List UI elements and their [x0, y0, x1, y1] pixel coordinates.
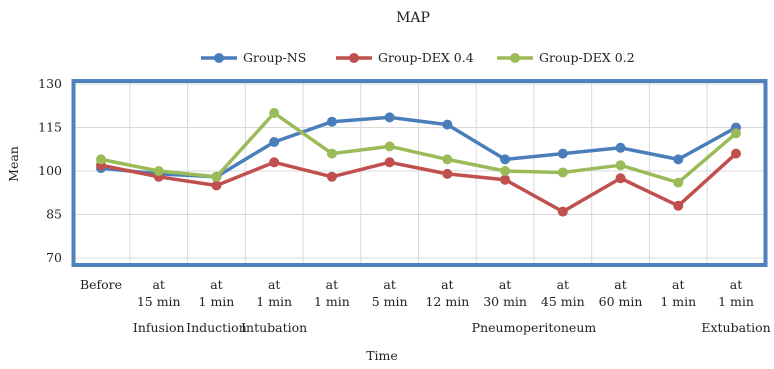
data-point-group-dex-0-4: [326, 171, 337, 182]
data-point-group-ns: [673, 154, 684, 165]
x-tick-label: at: [210, 277, 222, 292]
x-tick-label: 1 min: [660, 294, 696, 309]
x-tick-label: 5 min: [372, 294, 408, 309]
data-point-group-dex-0-2: [673, 177, 684, 188]
x-tick-label: 1 min: [256, 294, 292, 309]
x-tick-label: 12 min: [425, 294, 469, 309]
x-tick-label: at: [499, 277, 511, 292]
data-point-group-dex-0-2: [500, 166, 511, 176]
x-tick-label: at: [672, 277, 684, 292]
data-point-group-ns: [500, 154, 511, 165]
x-tick-label: at: [557, 277, 569, 292]
data-point-group-dex-0-4: [442, 168, 453, 179]
x-tick-label: 15 min: [137, 294, 181, 309]
y-tick-label: 100: [38, 163, 62, 178]
legend: Group-NS Group-DEX 0.4 Group-DEX 0.2: [201, 50, 635, 65]
x-tick-label: at: [730, 277, 742, 292]
data-point-group-dex-0-4: [557, 206, 568, 217]
x-tick-label: 30 min: [483, 294, 527, 309]
data-point-group-ns: [384, 112, 395, 123]
legend-item-group-ns: Group-NS: [201, 50, 306, 65]
x-axis-ticks: Before at 15 min at 1 min at 1 min at 1 min at 5 m…: [80, 277, 754, 309]
legend-item-group-dex-0-2: Group-DEX 0.2: [497, 50, 635, 65]
y-tick-label: 115: [38, 120, 62, 135]
x-tick-label: at: [152, 277, 164, 292]
chart-title: MAP: [396, 10, 430, 26]
x-tick-label: 60 min: [599, 294, 643, 309]
plot-frame: [71, 79, 768, 267]
data-point-group-dex-0-4: [500, 174, 511, 185]
x-tick-label: 1 min: [718, 294, 754, 309]
x-tick-label: at: [268, 277, 280, 292]
data-point-group-dex-0-4: [211, 180, 222, 191]
x-group-label: Extubation: [701, 320, 770, 335]
x-tick-label: at: [441, 277, 453, 292]
data-point-group-dex-0-2: [153, 166, 164, 176]
legend-swatch-marker: [510, 53, 520, 63]
x-tick-label: Before: [80, 277, 122, 292]
series-line-group-dex-0-2: [99, 111, 738, 185]
x-tick-label: 1 min: [314, 294, 350, 309]
y-tick-label: 70: [46, 250, 62, 265]
data-point-group-dex-0-2: [96, 154, 106, 165]
x-tick-label: 45 min: [541, 294, 585, 309]
data-point-group-dex-0-4: [731, 148, 741, 159]
data-point-group-dex-0-2: [731, 128, 741, 139]
x-tick-label: 1 min: [199, 294, 235, 309]
y-tick-label: 130: [38, 76, 62, 91]
x-group-label: Intubation: [241, 320, 307, 335]
y-axis-ticks: 70 85 100 115 130: [38, 76, 62, 265]
x-tick-label: at: [614, 277, 626, 292]
x-tick-label: at: [383, 277, 395, 292]
data-point-group-dex-0-2: [211, 171, 222, 182]
data-point-group-ns: [615, 142, 626, 153]
data-point-group-dex-0-4: [269, 157, 280, 168]
x-tick-label: at: [326, 277, 338, 292]
x-group-label: Infusion: [133, 320, 185, 335]
data-point-group-dex-0-2: [615, 160, 626, 171]
data-point-group-ns: [557, 148, 568, 159]
data-point-group-ns: [442, 119, 453, 130]
series-layer: [96, 108, 741, 217]
legend-swatch-marker: [349, 53, 359, 63]
data-point-group-ns: [326, 116, 337, 127]
data-point-group-ns: [269, 137, 280, 147]
y-axis-label: Mean: [6, 146, 21, 182]
x-axis-label: Time: [366, 348, 398, 363]
data-point-group-dex-0-2: [384, 141, 395, 152]
data-point-group-dex-0-4: [384, 157, 395, 168]
data-point-group-dex-0-2: [442, 154, 453, 165]
data-point-group-dex-0-2: [326, 148, 337, 159]
x-group-label: Induction: [186, 320, 247, 335]
legend-label: Group-DEX 0.2: [539, 50, 635, 65]
series-line-group-dex-0-4: [99, 151, 738, 214]
data-point-group-dex-0-4: [673, 200, 684, 211]
legend-swatch-marker: [214, 53, 224, 63]
data-point-group-dex-0-2: [269, 108, 280, 118]
data-point-group-dex-0-4: [615, 173, 626, 184]
legend-item-group-dex-0-4: Group-DEX 0.4: [336, 50, 474, 65]
data-point-group-dex-0-2: [557, 167, 568, 178]
plot-border: [71, 79, 768, 267]
legend-label: Group-DEX 0.4: [378, 50, 474, 65]
legend-label: Group-NS: [243, 50, 306, 65]
x-group-label: Pneumoperitoneum: [472, 320, 597, 335]
y-tick-label: 85: [46, 207, 62, 222]
